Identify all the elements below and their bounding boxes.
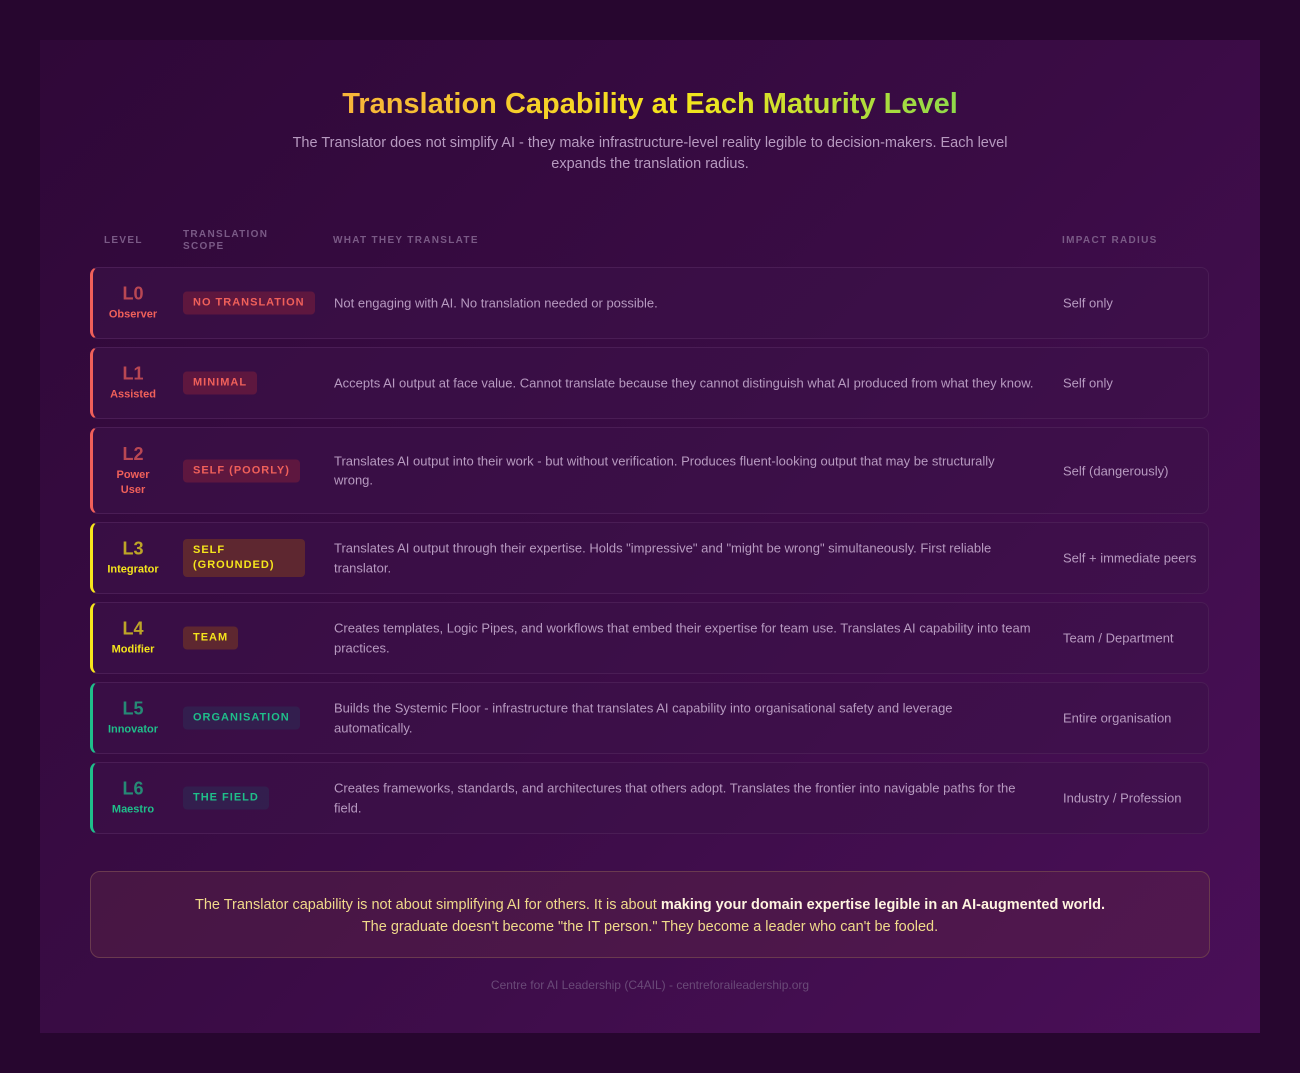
callout-note: The Translator capability is not about s…	[90, 871, 1210, 958]
level-code: L6	[122, 778, 144, 799]
scope-badge: MINIMAL	[183, 371, 258, 395]
level-cell: L0 Observer	[93, 284, 173, 323]
header-scope-line2: SCOPE	[183, 241, 225, 252]
table-row: L2 Power User SELF (POORLY) Translates A…	[90, 427, 1209, 514]
page-subtitle: The Translator does not simplify AI - th…	[292, 135, 1008, 172]
translation-description: Translates AI output into their work - b…	[334, 453, 995, 488]
level-cell: L6 Maestro	[93, 779, 173, 818]
header-level: LEVEL	[104, 235, 143, 246]
level-name: Assisted	[110, 388, 156, 401]
level-code: L2	[122, 443, 144, 464]
scope-badge: NO TRANSLATION	[183, 291, 315, 315]
level-code: L0	[122, 283, 144, 304]
table-row: L5 Innovator ORGANISATION Builds the Sys…	[90, 682, 1209, 754]
level-cell: L5 Innovator	[93, 699, 173, 738]
impact-radius: Entire organisation	[1063, 710, 1172, 726]
scope-badge: ORGANISATION	[183, 706, 300, 730]
level-name: Innovator	[107, 723, 159, 736]
impact-radius: Self (dangerously)	[1063, 462, 1169, 478]
level-code: L5	[122, 698, 144, 719]
table-row: L3 Integrator SELF (GROUNDED) Translates…	[90, 522, 1209, 594]
level-cell: L3 Integrator	[93, 539, 173, 578]
level-name: Integrator	[107, 563, 159, 576]
translation-description: Creates frameworks, standards, and archi…	[334, 780, 1016, 816]
impact-radius: Industry / Profession	[1063, 790, 1182, 806]
note-text: The Translator capability is not about s…	[194, 897, 661, 913]
header-impact: IMPACT RADIUS	[1062, 235, 1158, 246]
level-cell: L2 Power User	[93, 444, 173, 498]
impact-radius: Self only	[1063, 295, 1113, 311]
table-row: L1 Assisted MINIMAL Accepts AI output at…	[90, 347, 1209, 419]
level-name: Maestro	[111, 803, 155, 816]
table-row: L6 Maestro THE FIELD Creates frameworks,…	[90, 762, 1209, 834]
impact-radius: Self + immediate peers	[1063, 550, 1197, 566]
scope-badge: THE FIELD	[183, 786, 269, 810]
table-row: L4 Modifier TEAM Creates templates, Logi…	[90, 602, 1209, 674]
translation-description: Builds the Systemic Floor - infrastructu…	[334, 700, 953, 736]
page-title: Translation Capability at Each Maturity …	[342, 88, 958, 120]
level-name: Observer	[108, 308, 158, 321]
translation-description: Translates AI output through their exper…	[334, 540, 992, 576]
translation-description: Accepts AI output at face value. Cannot …	[334, 375, 1034, 391]
translation-description: Not engaging with AI. No translation nee…	[334, 295, 658, 311]
impact-radius: Self only	[1063, 375, 1113, 391]
header-scope: TRANSLATION SCOPE	[183, 229, 268, 253]
note-emphasis: making your domain expertise legible in …	[660, 897, 1106, 913]
scope-badge: SELF (POORLY)	[183, 459, 300, 482]
scope-badge: TEAM	[183, 626, 239, 650]
level-name: Power User	[116, 468, 150, 496]
level-cell: L1 Assisted	[93, 364, 173, 403]
table-row: L0 Observer NO TRANSLATION Not engaging …	[90, 267, 1209, 339]
level-code: L4	[122, 618, 144, 639]
level-name: Modifier	[111, 643, 155, 656]
scope-badge: SELF (GROUNDED)	[183, 539, 305, 577]
level-code: L1	[122, 363, 144, 384]
footer: Centre for AI Leadership (C4AIL) - centr…	[490, 978, 810, 992]
header-what: WHAT THEY TRANSLATE	[333, 235, 479, 246]
impact-radius: Team / Department	[1063, 630, 1174, 646]
level-cell: L4 Modifier	[93, 619, 173, 658]
header-scope-line1: TRANSLATION	[183, 229, 269, 240]
note-text-2: The graduate doesn't become "the IT pers…	[361, 919, 939, 935]
translation-description: Creates templates, Logic Pipes, and work…	[334, 620, 1031, 656]
level-code: L3	[122, 538, 144, 559]
